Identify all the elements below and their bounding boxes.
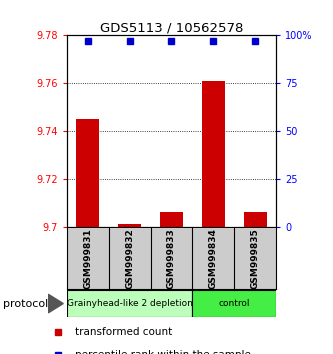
Bar (109, 228, 151, 289)
Text: GSM999835: GSM999835 (251, 228, 260, 289)
Bar (67, 228, 109, 289)
Title: GDS5113 / 10562578: GDS5113 / 10562578 (100, 21, 243, 34)
Bar (76, 119, 99, 227)
Bar (234, 228, 276, 289)
Text: control: control (219, 299, 250, 308)
Text: GSM999832: GSM999832 (125, 228, 134, 289)
Text: GSM999834: GSM999834 (209, 228, 218, 289)
Bar (192, 290, 276, 317)
Bar (67, 290, 192, 317)
Bar (151, 228, 192, 289)
Bar (160, 212, 183, 227)
Text: percentile rank within the sample: percentile rank within the sample (76, 350, 251, 354)
Text: Grainyhead-like 2 depletion: Grainyhead-like 2 depletion (67, 299, 192, 308)
Bar (244, 212, 267, 227)
Text: protocol: protocol (3, 298, 49, 309)
Polygon shape (48, 294, 63, 313)
Bar (118, 224, 141, 227)
Text: GSM999831: GSM999831 (83, 228, 92, 289)
Text: GSM999833: GSM999833 (167, 228, 176, 289)
Bar (192, 228, 234, 289)
Text: transformed count: transformed count (76, 327, 173, 337)
Bar (202, 81, 225, 227)
